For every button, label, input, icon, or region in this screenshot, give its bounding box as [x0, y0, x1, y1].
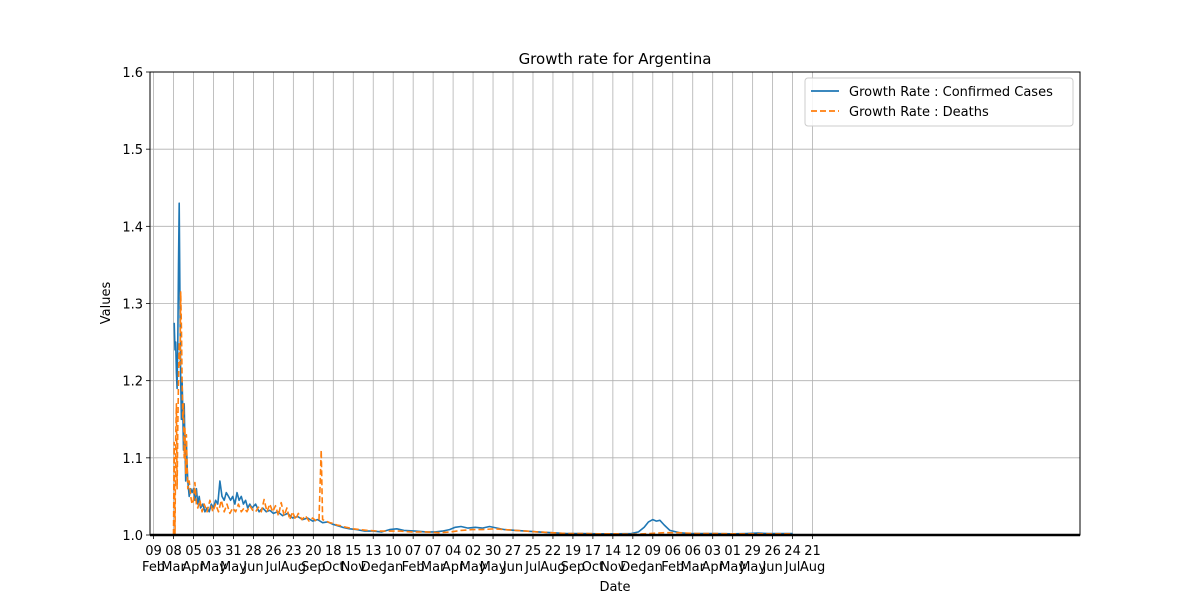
y-tick-label: 1.6	[122, 66, 143, 81]
x-tick-month: Jul	[265, 560, 282, 575]
x-tick-month: Dec	[620, 560, 645, 575]
x-tick-month: Apr	[182, 560, 205, 575]
x-tick-month: Jun	[502, 560, 523, 575]
x-tick-day: 19	[565, 544, 582, 559]
x-tick-month: May	[739, 560, 766, 575]
x-tick-day: 08	[165, 544, 182, 559]
x-tick-month: Oct	[582, 560, 604, 575]
x-tick-month: Sep	[561, 560, 586, 575]
legend: Growth Rate : Confirmed Cases Growth Rate…	[804, 77, 1074, 127]
x-tick-day: 09	[645, 544, 662, 559]
x-tick-month: Aug	[281, 560, 306, 575]
series-line-1	[172, 291, 793, 536]
x-tick-day: 07	[405, 544, 422, 559]
x-tick-day: 20	[305, 544, 322, 559]
x-tick-day: 18	[325, 544, 342, 559]
x-tick-month: Mar	[161, 560, 186, 575]
x-tick-day: 26	[265, 544, 282, 559]
x-tick-day: 07	[425, 544, 442, 559]
x-tick-day: 29	[744, 544, 761, 559]
legend-label-0: Growth Rate : Confirmed Cases	[849, 85, 1053, 100]
x-tick-month: Aug	[800, 560, 825, 575]
x-axis-label: Date	[599, 580, 630, 595]
x-tick-day: 03	[205, 544, 222, 559]
x-tick-month: May	[200, 560, 227, 575]
x-tick-day: 06	[684, 544, 701, 559]
x-tick-day: 06	[664, 544, 681, 559]
x-tick-day: 10	[385, 544, 402, 559]
x-tick-day: 05	[185, 544, 202, 559]
x-tick-day: 09	[145, 544, 162, 559]
x-tick-month: Jan	[642, 560, 663, 575]
x-tick-day: 14	[605, 544, 622, 559]
y-tick-label: 1.5	[122, 143, 143, 158]
x-tick-day: 02	[465, 544, 482, 559]
x-tick-day: 21	[804, 544, 821, 559]
grid	[150, 71, 1080, 536]
x-tick-month: Nov	[600, 560, 626, 575]
x-tick-month: Aug	[540, 560, 565, 575]
x-tick-month: Jul	[784, 560, 801, 575]
x-tick-month: Feb	[402, 560, 425, 575]
x-tick-month: May	[220, 560, 247, 575]
x-tick-day: 30	[485, 544, 502, 559]
x-tick-month: Jul	[524, 560, 541, 575]
y-tick-label: 1.1	[122, 452, 143, 467]
x-tick-day: 01	[724, 544, 741, 559]
x-tick-month: Dec	[361, 560, 386, 575]
x-tick-day: 27	[505, 544, 522, 559]
x-tick-month: Oct	[322, 560, 344, 575]
chart-title: Growth rate for Argentina	[519, 50, 712, 68]
y-tick-label: 1.4	[122, 220, 143, 235]
y-tick-label: 1.0	[122, 529, 143, 544]
y-axis-label: Values	[99, 282, 114, 325]
x-tick-month: Jun	[242, 560, 263, 575]
x-tick-month: May	[460, 560, 487, 575]
x-tick-month: Feb	[142, 560, 165, 575]
y-tick-label: 1.3	[122, 298, 143, 313]
x-tick-month: Nov	[341, 560, 367, 575]
x-tick-day: 28	[245, 544, 262, 559]
x-tick-month: Apr	[442, 560, 465, 575]
x-tick-month: Apr	[701, 560, 724, 575]
legend-label-1: Growth Rate : Deaths	[849, 105, 989, 120]
x-tick-day: 24	[784, 544, 801, 559]
x-tick-month: Feb	[661, 560, 684, 575]
x-tick-day: 22	[545, 544, 562, 559]
x-tick-day: 15	[345, 544, 362, 559]
x-tick-day: 31	[225, 544, 242, 559]
x-tick-day: 17	[585, 544, 602, 559]
x-tick-month: Sep	[301, 560, 326, 575]
x-tick-day: 03	[704, 544, 721, 559]
x-tick-day: 23	[285, 544, 302, 559]
x-tick-day: 12	[625, 544, 642, 559]
x-tick-day: 26	[764, 544, 781, 559]
x-tick-day: 04	[445, 544, 462, 559]
y-axis: 1.0 1.1 1.2 1.3 1.4 1.5 1.6	[122, 66, 150, 544]
x-tick-day: 25	[525, 544, 542, 559]
series-lines	[172, 202, 793, 536]
x-tick-month: Jun	[761, 560, 782, 575]
x-tick-month: Mar	[421, 560, 446, 575]
x-tick-month: Mar	[680, 560, 705, 575]
x-tick-month: May	[719, 560, 746, 575]
legend-box	[804, 77, 1074, 127]
series-line-0	[173, 202, 793, 535]
x-tick-month: May	[480, 560, 507, 575]
x-tick-day: 13	[365, 544, 382, 559]
x-tick-month: Jan	[382, 560, 403, 575]
y-tick-label: 1.2	[122, 375, 143, 390]
x-axis: 09Feb08Mar05Apr03May31May28Jun26Jul23Aug…	[142, 533, 1080, 575]
